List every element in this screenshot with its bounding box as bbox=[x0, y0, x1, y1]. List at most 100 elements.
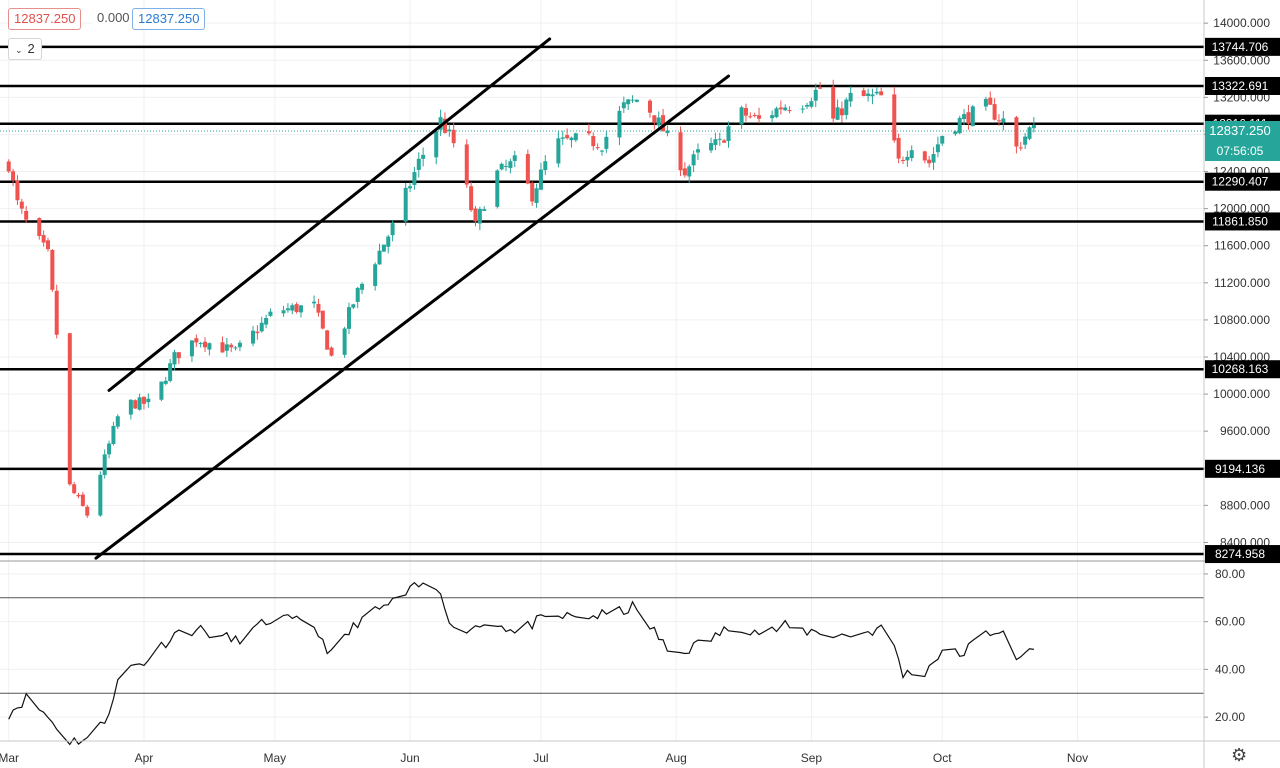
candle bbox=[390, 220, 395, 242]
candle-body bbox=[634, 99, 639, 102]
candle bbox=[713, 132, 718, 151]
candle-body bbox=[299, 305, 303, 313]
candle-body bbox=[163, 380, 168, 384]
candle bbox=[508, 158, 513, 174]
candle-body bbox=[901, 159, 905, 161]
candle-body bbox=[556, 138, 561, 164]
date-tick-label: May bbox=[263, 751, 286, 765]
candle bbox=[194, 334, 199, 347]
candle-body bbox=[495, 170, 500, 207]
candle bbox=[709, 137, 714, 153]
candle bbox=[294, 302, 299, 314]
candle-body bbox=[678, 132, 683, 171]
candle-body bbox=[1031, 124, 1036, 129]
candle bbox=[556, 131, 561, 168]
candle bbox=[525, 149, 530, 185]
candle-body bbox=[839, 108, 844, 116]
candle-body bbox=[927, 159, 932, 164]
candle-body bbox=[351, 304, 356, 308]
candle bbox=[922, 150, 927, 164]
candle-body bbox=[220, 342, 225, 353]
candle bbox=[50, 248, 55, 292]
trend-channel[interactable] bbox=[94, 37, 731, 560]
candle-body bbox=[294, 304, 299, 313]
candle-body bbox=[770, 115, 775, 119]
candle-body bbox=[818, 87, 823, 89]
candle bbox=[1018, 141, 1023, 151]
candle-body bbox=[1027, 127, 1032, 139]
horizontal-levels[interactable] bbox=[0, 45, 1204, 556]
level-tag bbox=[1205, 212, 1280, 231]
current-price-label: 12837.250 bbox=[1209, 123, 1270, 138]
candle-body bbox=[866, 93, 871, 96]
candle-body bbox=[50, 250, 55, 290]
candle-body bbox=[312, 301, 317, 304]
candle bbox=[499, 162, 504, 171]
candle-body bbox=[355, 287, 360, 302]
candle bbox=[320, 310, 325, 330]
candle bbox=[268, 308, 273, 318]
candle-body bbox=[752, 114, 757, 116]
indicator-toggle-button[interactable]: ⌄ 2 bbox=[8, 38, 42, 60]
candle bbox=[783, 104, 788, 112]
candle-body bbox=[438, 117, 443, 130]
candle bbox=[41, 230, 46, 247]
candle-body bbox=[447, 129, 452, 132]
candle-body bbox=[85, 506, 90, 516]
candle bbox=[1031, 117, 1036, 133]
candle-body bbox=[377, 250, 382, 265]
candle bbox=[72, 481, 77, 495]
candle bbox=[203, 337, 208, 352]
candle-body bbox=[534, 188, 539, 203]
level-label: 13322.691 bbox=[1212, 79, 1269, 93]
candle bbox=[373, 262, 378, 291]
candle bbox=[408, 182, 413, 193]
candle bbox=[940, 135, 945, 146]
candle-body bbox=[268, 311, 273, 316]
candle bbox=[342, 326, 347, 358]
candle bbox=[146, 393, 151, 408]
candle bbox=[957, 115, 962, 135]
candle-body bbox=[709, 143, 714, 151]
candle-body bbox=[203, 341, 208, 348]
candle-body bbox=[360, 283, 365, 290]
candle-body bbox=[141, 396, 146, 404]
date-tick-label: Nov bbox=[1067, 751, 1088, 765]
candle-body bbox=[6, 161, 11, 172]
date-tick-label: Apr bbox=[135, 751, 154, 765]
level-label: 10268.163 bbox=[1212, 362, 1269, 376]
candle-body bbox=[408, 186, 413, 189]
oscillator-axis[interactable]: 80.00 60.00 40.00 20.00 bbox=[1215, 567, 1245, 724]
candle bbox=[172, 349, 177, 371]
candle-body bbox=[962, 114, 967, 120]
candle-body bbox=[264, 317, 269, 325]
candle-body bbox=[346, 307, 351, 329]
level-tag bbox=[1205, 76, 1280, 95]
gear-icon[interactable]: ⚙ bbox=[1231, 745, 1248, 765]
candle-body bbox=[76, 494, 81, 497]
candle bbox=[259, 316, 264, 333]
candle bbox=[600, 149, 604, 156]
candle bbox=[198, 341, 203, 348]
candle-body bbox=[320, 310, 325, 329]
candle bbox=[996, 114, 1001, 126]
candle bbox=[752, 112, 757, 118]
candle bbox=[434, 128, 439, 165]
candle bbox=[255, 325, 260, 340]
channel-line[interactable] bbox=[94, 74, 731, 560]
candle-body bbox=[168, 363, 173, 381]
candle bbox=[896, 133, 901, 164]
channel-line[interactable] bbox=[107, 37, 552, 392]
candle-body bbox=[600, 150, 604, 152]
candle bbox=[325, 329, 330, 350]
candle-body bbox=[957, 117, 962, 134]
candle-body bbox=[757, 115, 762, 119]
candle-body bbox=[80, 494, 85, 506]
candle bbox=[569, 136, 574, 148]
candle-body bbox=[617, 110, 622, 138]
candle-body bbox=[647, 100, 652, 113]
date-tick-label: Mar bbox=[0, 751, 19, 765]
candle bbox=[835, 99, 840, 121]
candle-body bbox=[146, 398, 151, 403]
